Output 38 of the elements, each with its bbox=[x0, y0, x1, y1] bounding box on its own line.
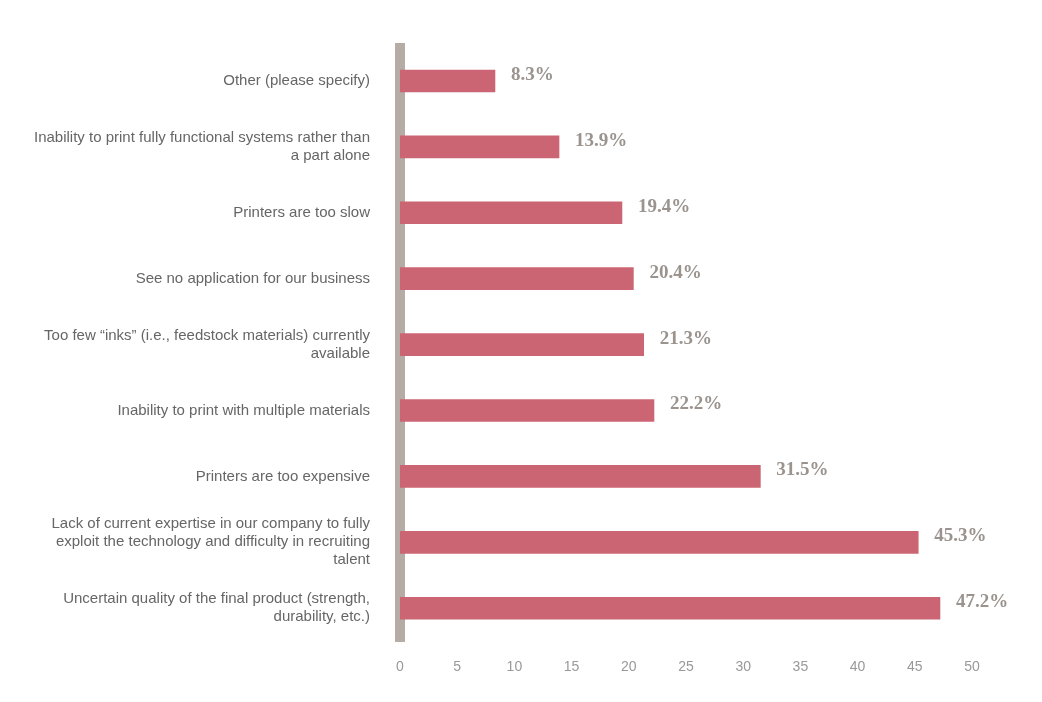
bar bbox=[400, 69, 496, 93]
bar bbox=[400, 465, 761, 488]
data-label: 45.3% bbox=[934, 524, 987, 546]
x-tick-label: 25 bbox=[678, 658, 694, 675]
y-tick-label: See no application for our business bbox=[135, 268, 370, 286]
x-tick-label: 15 bbox=[563, 658, 580, 675]
data-label: 13.9% bbox=[575, 128, 628, 150]
x-tick-label: 30 bbox=[735, 658, 752, 675]
x-tick-label: 50 bbox=[964, 658, 980, 675]
x-tick-label: 20 bbox=[621, 658, 637, 675]
y-tick-label: Other (please specify) bbox=[223, 71, 370, 89]
data-label: 22.2% bbox=[669, 392, 723, 414]
x-tick-label: 10 bbox=[506, 658, 523, 675]
x-tick-label: 5 bbox=[453, 658, 462, 675]
bar bbox=[400, 596, 941, 620]
bar bbox=[400, 333, 644, 356]
x-tick-label: 40 bbox=[849, 658, 866, 675]
y-tick-label: Lack of current expertise in our company to fully exploit the technology and difficulty in recruiting talent bbox=[51, 514, 371, 568]
bar bbox=[400, 267, 634, 291]
y-tick-label: Inability to print fully functional systems rather than a part alone bbox=[34, 128, 370, 164]
bar bbox=[400, 399, 655, 422]
x-tick-label: 0 bbox=[396, 658, 405, 675]
y-tick-label: Uncertain quality of the final product (strength, durability, etc.) bbox=[63, 589, 370, 625]
x-tick-label: 35 bbox=[792, 658, 809, 675]
data-label: 31.5% bbox=[776, 458, 829, 480]
y-tick-label: Too few “inks” (i.e., feedstock materials) currently available bbox=[44, 325, 371, 361]
data-label: 20.4% bbox=[649, 260, 702, 282]
y-tick-label: Printers are too slow bbox=[233, 202, 371, 220]
y-tick-label: Inability to print with multiple materials bbox=[117, 400, 370, 418]
data-label: 8.3% bbox=[510, 62, 554, 84]
data-label: 21.3% bbox=[659, 326, 712, 348]
bar bbox=[400, 531, 919, 554]
y-tick-label: Printers are too expensive bbox=[195, 466, 370, 484]
bar bbox=[400, 201, 623, 225]
x-tick-label: 45 bbox=[907, 658, 923, 675]
bar bbox=[400, 135, 560, 159]
data-label: 19.4% bbox=[637, 194, 691, 216]
data-label: 47.2% bbox=[955, 590, 1009, 612]
